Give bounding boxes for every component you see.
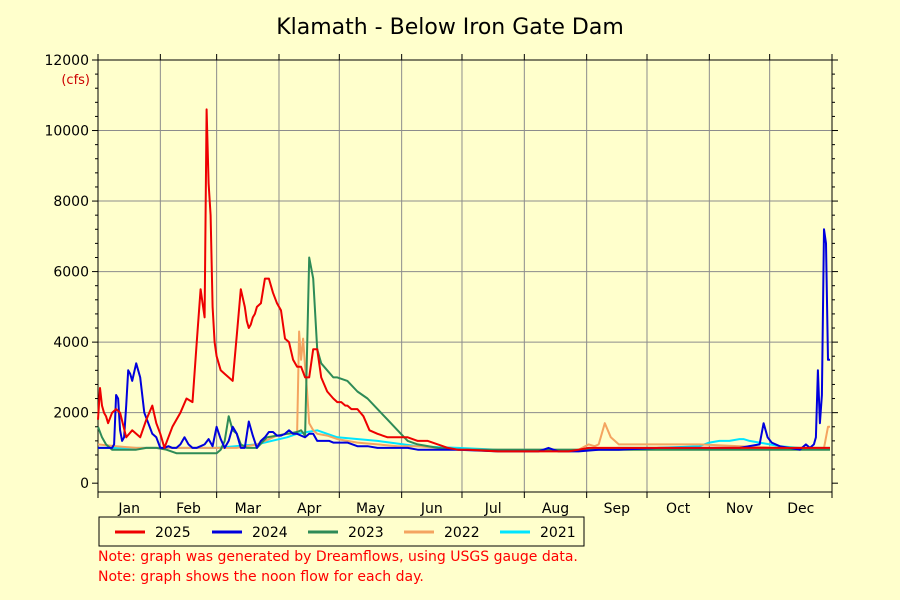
- y-axis-unit-label: (cfs): [61, 73, 90, 88]
- y-tick-label: 8000: [53, 194, 89, 210]
- legend: 2025 2024 2023 2022 2021: [98, 516, 585, 547]
- x-tick-label: Jun: [420, 501, 443, 517]
- series-line-2023: [97, 256, 830, 455]
- x-tick-label: Nov: [726, 501, 753, 517]
- x-tick-label: Mar: [235, 501, 262, 517]
- x-tick-label: Jan: [117, 501, 140, 517]
- x-tick-label: Jul: [484, 501, 502, 517]
- x-tick-label: Dec: [787, 501, 814, 517]
- y-tick-label: 10000: [44, 124, 89, 140]
- x-tick-label: Aug: [542, 501, 569, 517]
- chart-title: Klamath - Below Iron Gate Dam: [276, 15, 624, 40]
- series-line-2022: [97, 330, 830, 451]
- x-tick-label: May: [356, 501, 385, 517]
- x-tick-label: Oct: [666, 501, 691, 517]
- legend-label-2021: 2021: [540, 525, 576, 541]
- x-tick-label: Sep: [604, 501, 631, 517]
- grid: [98, 60, 832, 492]
- x-tick-label: Feb: [176, 501, 201, 517]
- series-lines: [97, 108, 830, 455]
- y-tick-label: 12000: [44, 53, 89, 69]
- legend-label-2023: 2023: [348, 525, 384, 541]
- legend-label-2022: 2022: [444, 525, 480, 541]
- y-tick-label: 6000: [53, 265, 89, 281]
- note-noon-flow: Note: graph shows the noon flow for each…: [98, 569, 424, 585]
- axes: 0 2000 4000 6000 8000 10000 12000 Jan Feb Mar Apr M…: [44, 53, 838, 517]
- legend-label-2024: 2024: [252, 525, 288, 541]
- series-line-2025: [97, 108, 830, 453]
- y-tick-label: 4000: [53, 335, 89, 351]
- legend-label-2025: 2025: [155, 525, 191, 541]
- y-tick-label: 0: [80, 476, 89, 492]
- y-tick-label: 2000: [53, 406, 89, 422]
- x-tick-label: Apr: [297, 501, 321, 517]
- series-line-2024: [98, 228, 830, 453]
- note-source: Note: graph was generated by Dreamflows,…: [98, 549, 578, 565]
- plot-frame: [97, 59, 833, 493]
